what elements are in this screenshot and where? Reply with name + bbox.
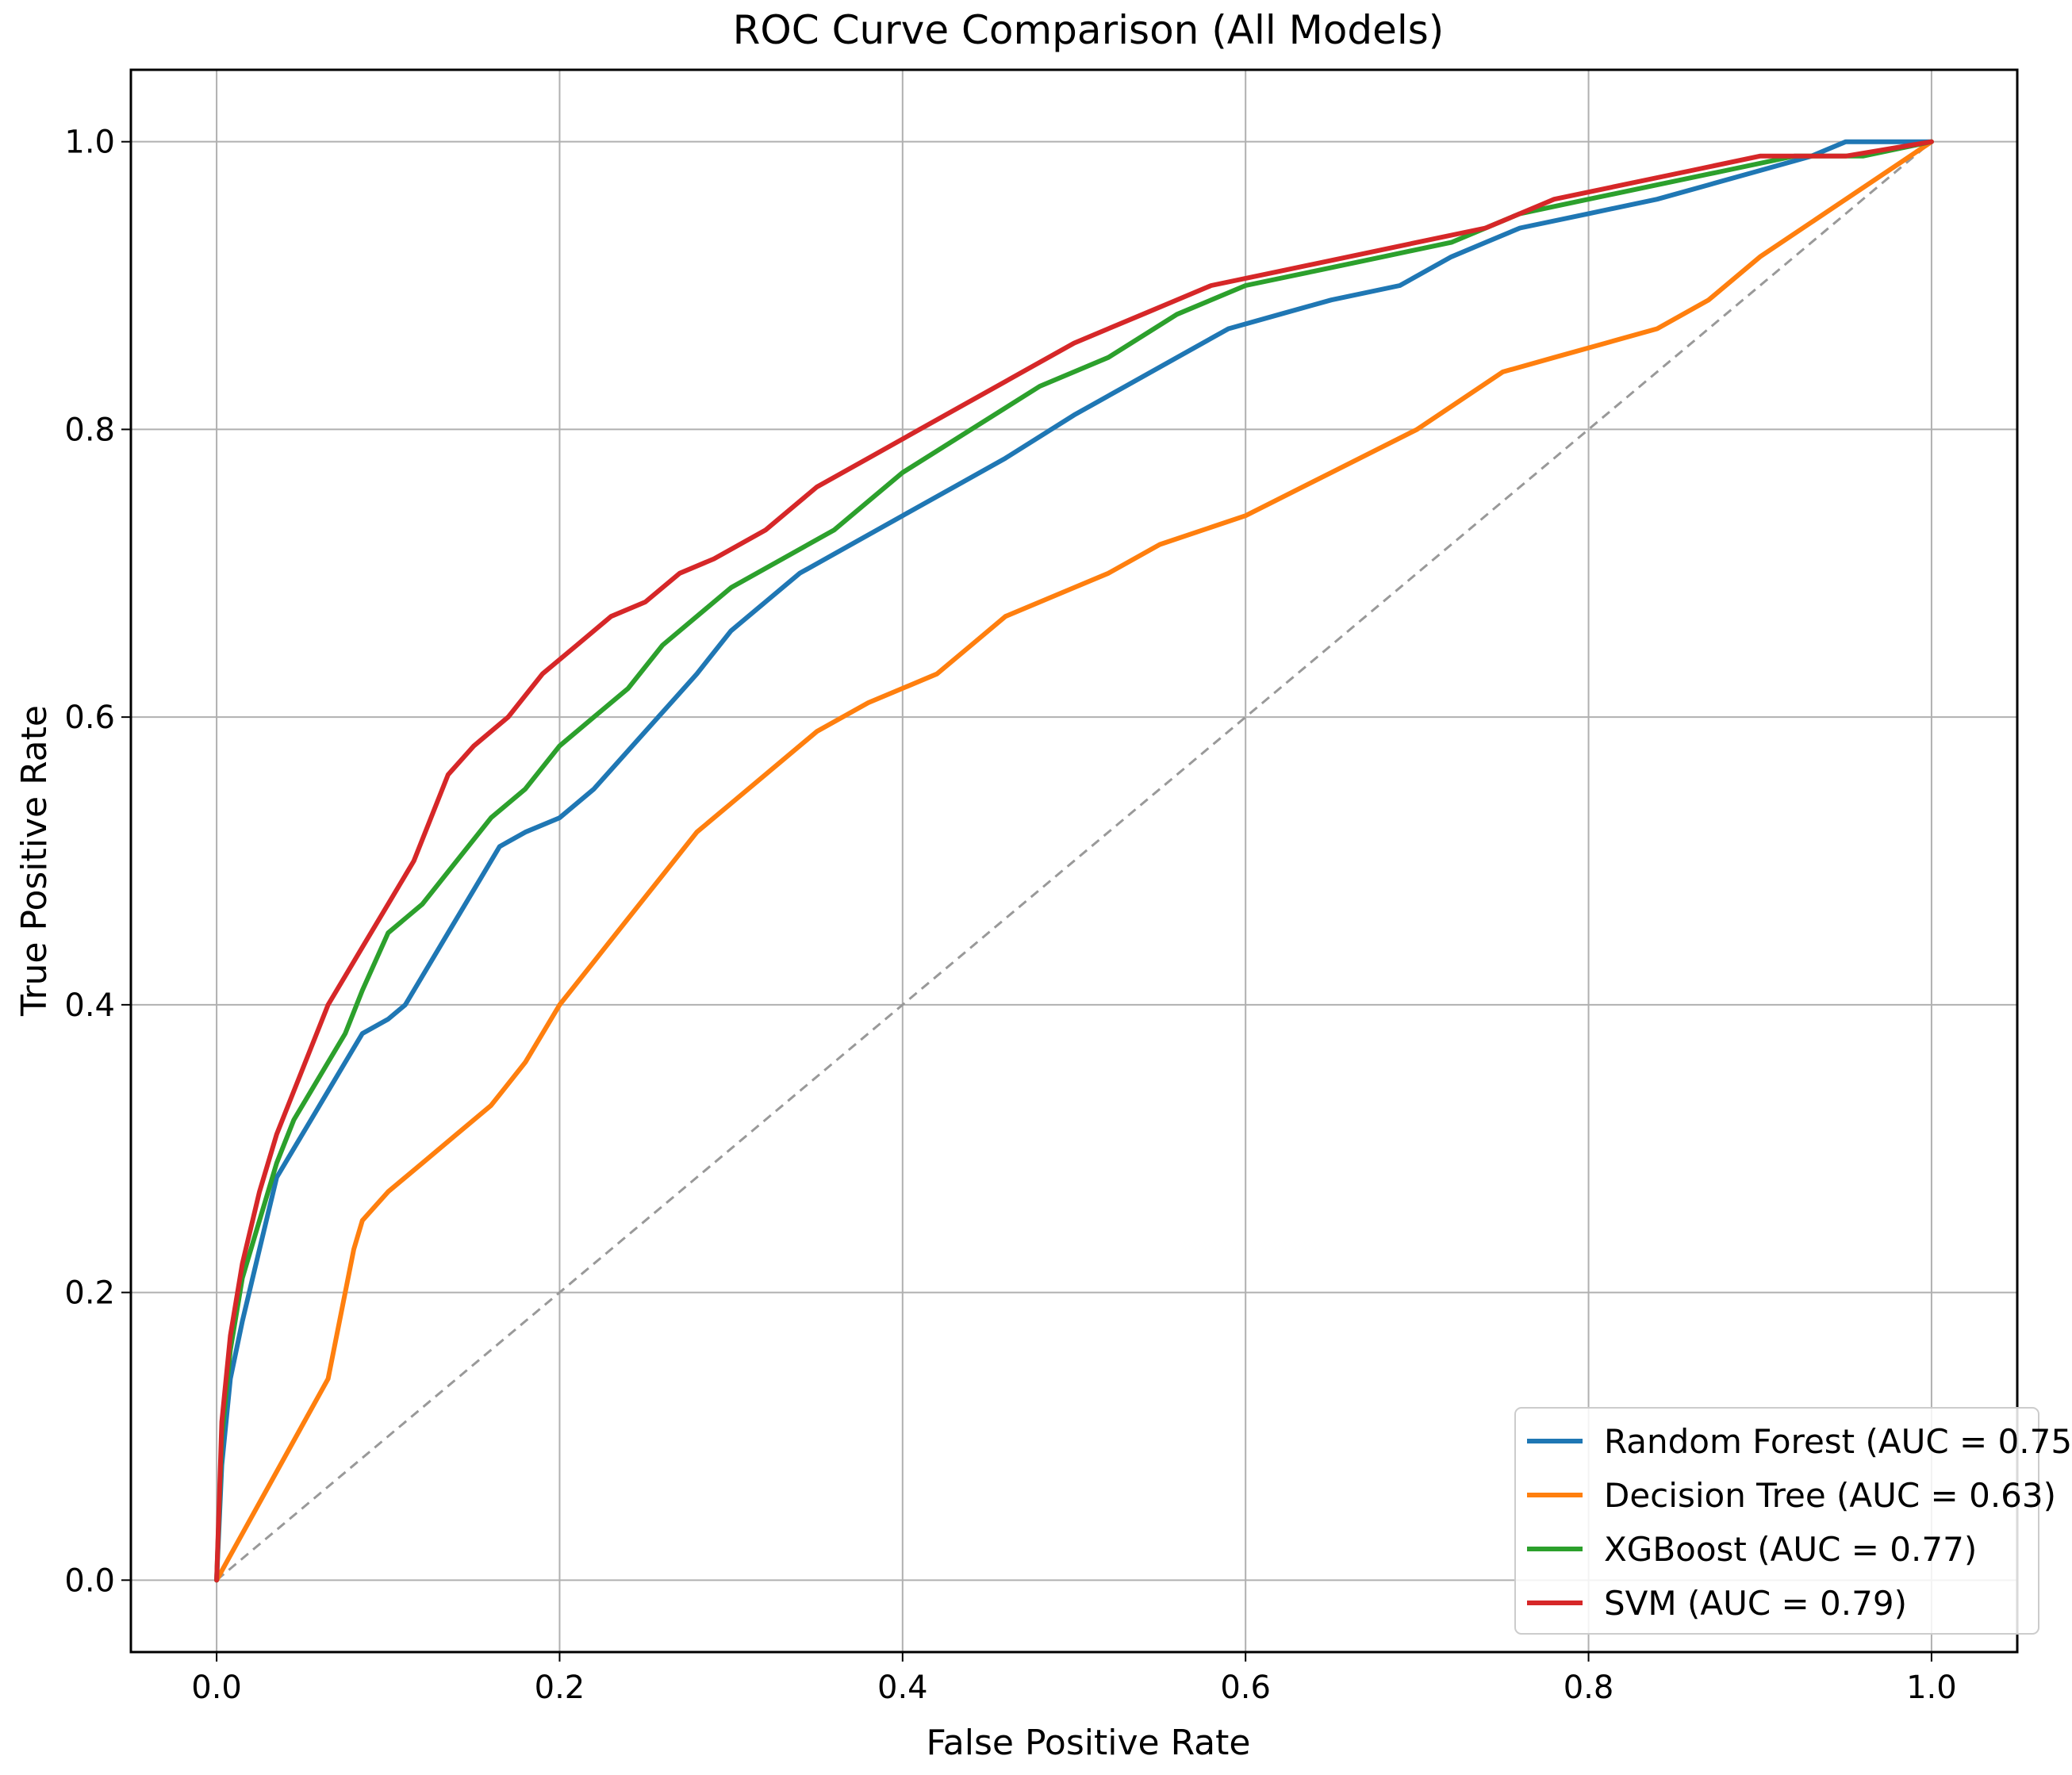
x-tick-label: 0.0 bbox=[191, 1670, 242, 1706]
y-axis-label: True Positive Rate bbox=[14, 705, 55, 1017]
x-tick-label: 0.8 bbox=[1564, 1670, 1614, 1706]
chance-diagonal bbox=[216, 140, 1932, 1581]
legend-label: Random Forest (AUC = 0.75) bbox=[1604, 1422, 2072, 1461]
x-axis-label: False Positive Rate bbox=[927, 1723, 1251, 1763]
legend-box bbox=[1514, 1407, 2039, 1635]
legend-label: SVM (AUC = 0.79) bbox=[1604, 1584, 1907, 1623]
chart-title: ROC Curve Comparison (All Models) bbox=[733, 7, 1445, 53]
plot-frame bbox=[129, 68, 2019, 1654]
x-tick-label: 0.6 bbox=[1220, 1670, 1271, 1706]
y-ticks: 0.0 0.2 0.4 0.6 0.8 1.0 bbox=[64, 125, 131, 1599]
grid-lines bbox=[131, 70, 2017, 1652]
x-ticks: 0.0 0.2 0.4 0.6 0.8 1.0 bbox=[191, 1652, 1957, 1706]
series-line-0 bbox=[214, 139, 1934, 1583]
series-line-1 bbox=[214, 139, 1934, 1583]
y-tick-label: 0.4 bbox=[64, 987, 115, 1024]
y-tick-label: 1.0 bbox=[64, 125, 115, 161]
series-lines bbox=[214, 139, 1934, 1583]
series-line-3 bbox=[214, 139, 1934, 1583]
x-tick-label: 0.4 bbox=[877, 1670, 928, 1706]
chance-line bbox=[216, 140, 1932, 1581]
y-tick-label: 0.8 bbox=[64, 412, 115, 448]
x-tick-label: 0.2 bbox=[535, 1670, 585, 1706]
legend: Random Forest (AUC = 0.75) Decision Tree … bbox=[1514, 1407, 2072, 1635]
y-tick-label: 0.2 bbox=[64, 1275, 115, 1312]
x-tick-label: 1.0 bbox=[1906, 1670, 1957, 1706]
y-tick-label: 0.6 bbox=[64, 700, 115, 736]
legend-label: XGBoost (AUC = 0.77) bbox=[1604, 1530, 1977, 1569]
y-tick-label: 0.0 bbox=[64, 1562, 115, 1599]
legend-label: Decision Tree (AUC = 0.63) bbox=[1604, 1476, 2056, 1515]
